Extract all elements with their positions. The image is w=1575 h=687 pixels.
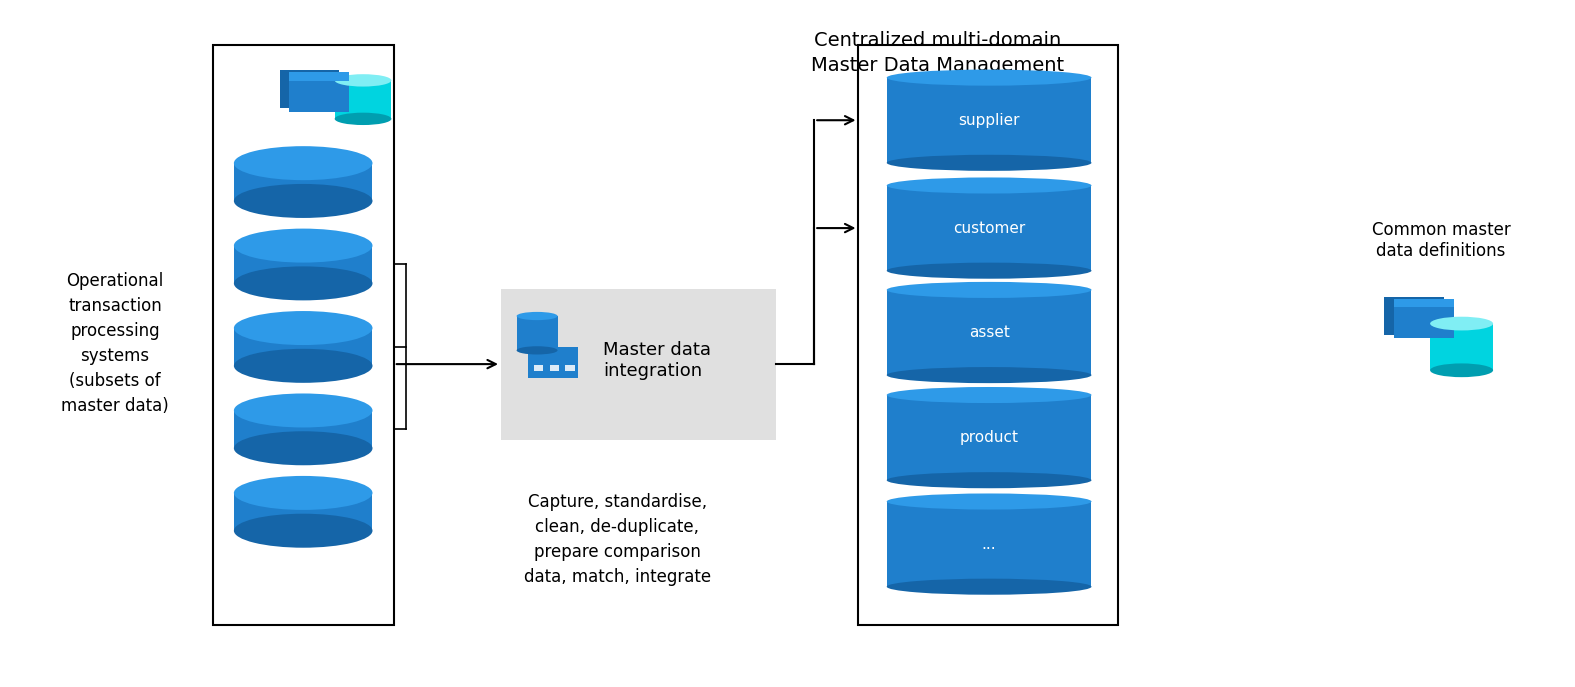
Ellipse shape <box>233 476 373 510</box>
FancyBboxPatch shape <box>1394 300 1454 338</box>
FancyBboxPatch shape <box>528 347 578 378</box>
Text: asset: asset <box>969 325 1010 340</box>
Ellipse shape <box>887 262 1091 279</box>
FancyBboxPatch shape <box>1394 299 1454 308</box>
Polygon shape <box>235 410 372 449</box>
Text: Operational
transaction
processing
systems
(subsets of
master data): Operational transaction processing syste… <box>61 272 169 415</box>
Polygon shape <box>517 316 558 350</box>
Ellipse shape <box>887 387 1091 403</box>
FancyBboxPatch shape <box>501 289 776 440</box>
Ellipse shape <box>887 493 1091 510</box>
Ellipse shape <box>233 394 373 427</box>
FancyBboxPatch shape <box>565 365 575 371</box>
Ellipse shape <box>233 431 373 465</box>
Text: Common master
data definitions: Common master data definitions <box>1372 221 1510 260</box>
FancyBboxPatch shape <box>1384 297 1444 335</box>
Text: ...: ... <box>981 537 997 552</box>
Text: product: product <box>959 430 1019 445</box>
Ellipse shape <box>517 346 558 354</box>
Text: supplier: supplier <box>958 113 1021 128</box>
Text: Capture, standardise,
clean, de-duplicate,
prepare comparison
data, match, integ: Capture, standardise, clean, de-duplicat… <box>524 493 710 586</box>
Ellipse shape <box>233 311 373 345</box>
Ellipse shape <box>887 367 1091 383</box>
Ellipse shape <box>233 146 373 180</box>
FancyBboxPatch shape <box>534 365 543 371</box>
FancyBboxPatch shape <box>550 365 559 371</box>
Text: Master data
integration: Master data integration <box>603 341 712 380</box>
Ellipse shape <box>1430 363 1493 377</box>
Ellipse shape <box>887 282 1091 298</box>
FancyBboxPatch shape <box>858 45 1118 625</box>
Ellipse shape <box>334 74 392 87</box>
Text: customer: customer <box>953 221 1025 236</box>
Ellipse shape <box>517 312 558 320</box>
FancyBboxPatch shape <box>213 45 394 625</box>
Polygon shape <box>335 80 391 119</box>
Polygon shape <box>1430 324 1493 370</box>
Ellipse shape <box>1430 317 1493 330</box>
Ellipse shape <box>334 113 392 125</box>
FancyBboxPatch shape <box>280 70 340 108</box>
FancyBboxPatch shape <box>532 337 542 347</box>
Text: Centralized multi-domain
Master Data Management: Centralized multi-domain Master Data Man… <box>811 31 1063 75</box>
Ellipse shape <box>233 229 373 262</box>
Polygon shape <box>887 502 1091 587</box>
Ellipse shape <box>887 472 1091 488</box>
Polygon shape <box>235 164 372 201</box>
Ellipse shape <box>887 69 1091 86</box>
Ellipse shape <box>887 578 1091 595</box>
Polygon shape <box>887 185 1091 271</box>
Polygon shape <box>887 290 1091 375</box>
FancyBboxPatch shape <box>290 73 350 81</box>
Polygon shape <box>887 395 1091 480</box>
FancyBboxPatch shape <box>290 74 350 111</box>
Ellipse shape <box>233 349 373 383</box>
Polygon shape <box>887 78 1091 163</box>
Ellipse shape <box>887 177 1091 194</box>
Polygon shape <box>235 246 372 283</box>
Polygon shape <box>235 493 372 530</box>
Ellipse shape <box>233 184 373 218</box>
FancyBboxPatch shape <box>548 340 558 347</box>
Ellipse shape <box>233 267 373 300</box>
Ellipse shape <box>233 514 373 548</box>
Polygon shape <box>235 328 372 365</box>
Ellipse shape <box>887 155 1091 171</box>
